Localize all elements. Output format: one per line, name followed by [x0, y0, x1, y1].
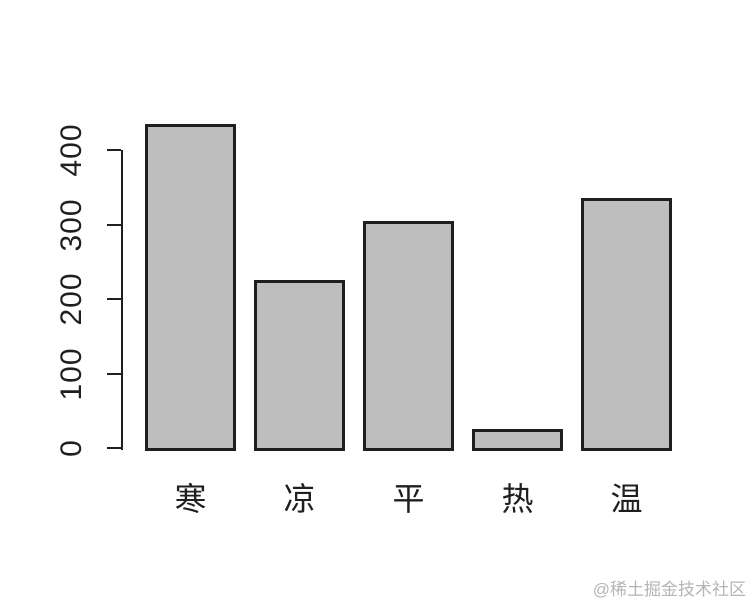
bar — [363, 220, 454, 451]
y-axis-tick — [107, 298, 121, 300]
watermark: @稀土掘金技术社区 — [592, 580, 746, 599]
y-axis-tick — [107, 149, 121, 151]
y-axis-tick — [107, 447, 121, 449]
bar — [145, 123, 236, 451]
bar — [254, 280, 345, 451]
y-axis-tick — [107, 223, 121, 226]
x-axis-label: 温 — [610, 481, 643, 517]
y-axis-line — [121, 150, 123, 450]
x-axis-label: 凉 — [283, 481, 316, 517]
y-axis-tick-label: 200 — [55, 272, 88, 326]
x-axis-label: 寒 — [174, 481, 207, 517]
y-axis-tick-label: 100 — [55, 346, 88, 401]
x-axis-label: 平 — [392, 481, 425, 517]
bar — [472, 429, 563, 451]
y-axis-tick-label: 0 — [55, 439, 88, 457]
y-axis-tick-label: 300 — [55, 197, 88, 252]
bar — [581, 198, 672, 451]
y-axis-tick — [107, 372, 121, 375]
x-axis-label: 热 — [501, 481, 534, 517]
y-axis-tick-label: 400 — [55, 123, 88, 177]
